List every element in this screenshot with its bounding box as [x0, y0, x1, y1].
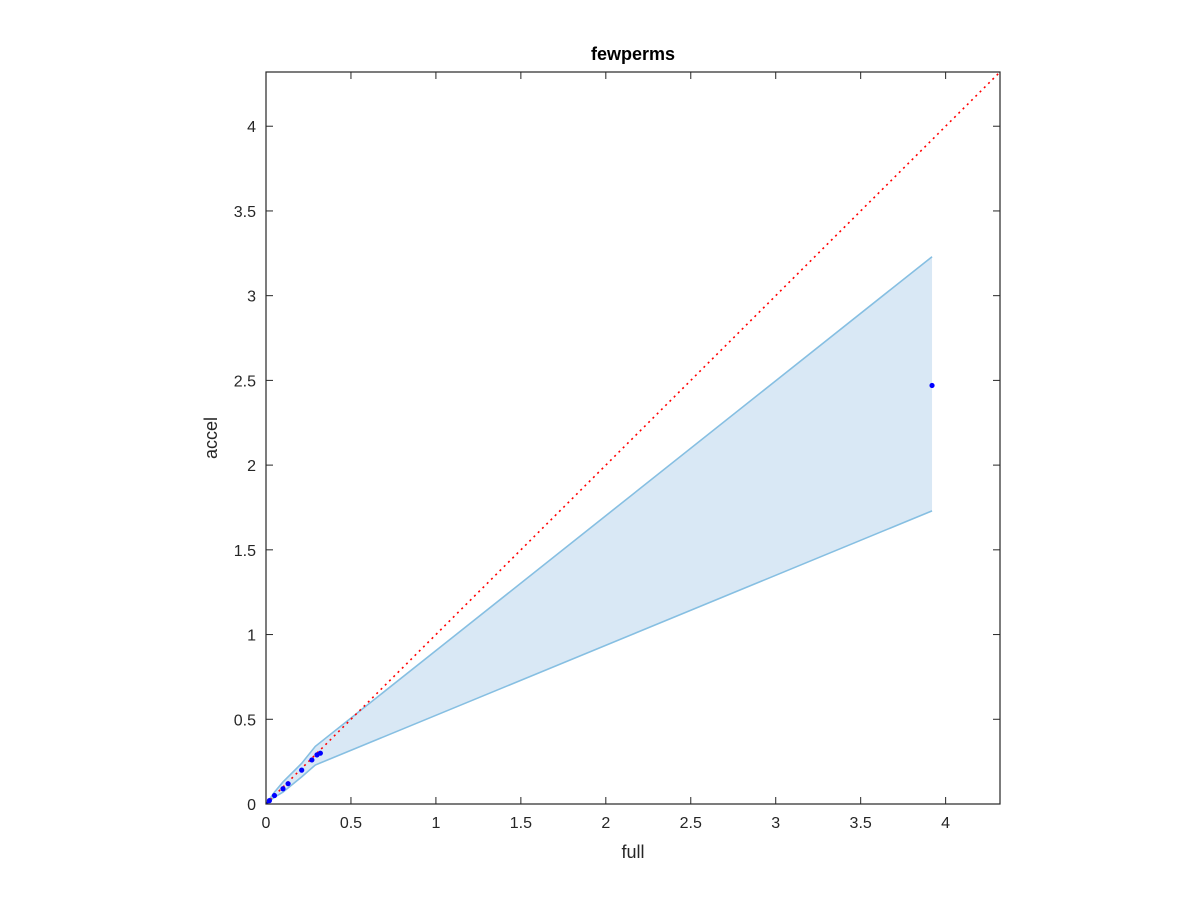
band-lower-edge	[266, 510, 933, 804]
data-point	[299, 767, 305, 773]
y-tick-label: 3.5	[234, 204, 256, 221]
y-tick-label: 0.5	[234, 712, 256, 729]
y-tick-label: 3	[247, 289, 256, 306]
x-tick-label: 0.5	[340, 815, 362, 832]
x-tick-label: 3	[771, 815, 780, 832]
x-tick-label: 4	[941, 815, 950, 832]
data-point	[280, 786, 286, 792]
y-tick-label: 1.5	[234, 543, 256, 560]
x-tick-label: 1.5	[510, 815, 532, 832]
data-point	[266, 801, 269, 804]
x-tick-label: 2.5	[680, 815, 702, 832]
axes-frame	[265, 71, 1001, 805]
ticks-layer: 0 0.5 1 1.5 2 2.5 3 3.5 4 0 0.5 1 1.5 2 2.5 3 3.5 4	[234, 72, 1000, 832]
x-tick-label: 2	[601, 815, 610, 832]
data-point	[317, 750, 323, 756]
data-point	[285, 781, 291, 787]
chart-title: fewperms	[591, 44, 675, 64]
y-tick-label: 2.5	[234, 373, 256, 390]
x-axis-label: full	[621, 842, 644, 862]
x-tick-label: 0	[262, 815, 271, 832]
data-point	[266, 798, 272, 804]
data-point	[309, 757, 315, 763]
data-point	[929, 382, 935, 389]
y-tick-label: 2	[247, 458, 256, 475]
data-point	[271, 792, 278, 799]
confidence-band-fill	[266, 256, 933, 804]
x-tick-label: 3.5	[850, 815, 872, 832]
y-axis-label: accel	[201, 417, 221, 459]
y-tick-label: 1	[247, 628, 256, 645]
data-points-layer	[266, 382, 935, 804]
x-tick-label: 1	[431, 815, 440, 832]
y-tick-label: 0	[247, 797, 256, 814]
y-tick-label: 4	[247, 119, 256, 136]
